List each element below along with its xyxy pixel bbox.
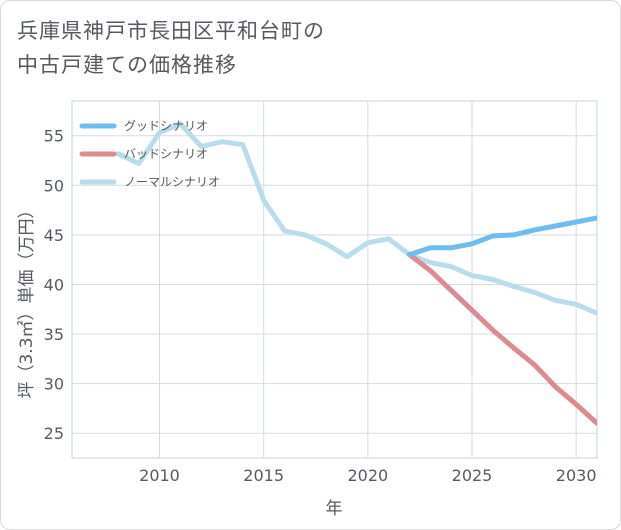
x-tick-label: 2030 [556,466,597,485]
series-lines [115,121,597,426]
legend-label: バッドシナリオ [124,147,208,161]
x-tick-label: 2025 [452,466,493,485]
y-tick-label: 55 [44,127,64,146]
x-tick-label: 2015 [243,466,284,485]
tick-labels: 2010 2015 2020 2025 2030 25 30 35 40 45 50 55 [44,127,597,485]
series-line-good [407,215,597,258]
x-tick-label: 2010 [139,466,180,485]
x-tick-label: 2020 [347,466,388,485]
title-line-1: 兵庫県神戸市長田区平和台町の [17,19,325,43]
y-tick-label: 25 [44,424,64,443]
chart-title: 兵庫県神戸市長田区平和台町の 中古戸建ての価格推移 [17,14,325,82]
legend-label: ノーマルシナリオ [124,175,220,189]
title-line-2: 中古戸建ての価格推移 [17,53,237,77]
y-tick-label: 40 [44,275,64,294]
y-axis-label: 坪（3.3㎡）単価（万円） [17,201,37,398]
y-tick-label: 35 [44,325,64,344]
y-tick-label: 30 [44,375,64,394]
series-line-normal [115,121,597,316]
y-tick-label: 50 [44,176,64,195]
series-line-bad [407,252,597,426]
legend-label: グッドシナリオ [124,119,208,133]
y-tick-label: 45 [44,226,64,245]
x-axis-label: 年 [326,499,343,519]
